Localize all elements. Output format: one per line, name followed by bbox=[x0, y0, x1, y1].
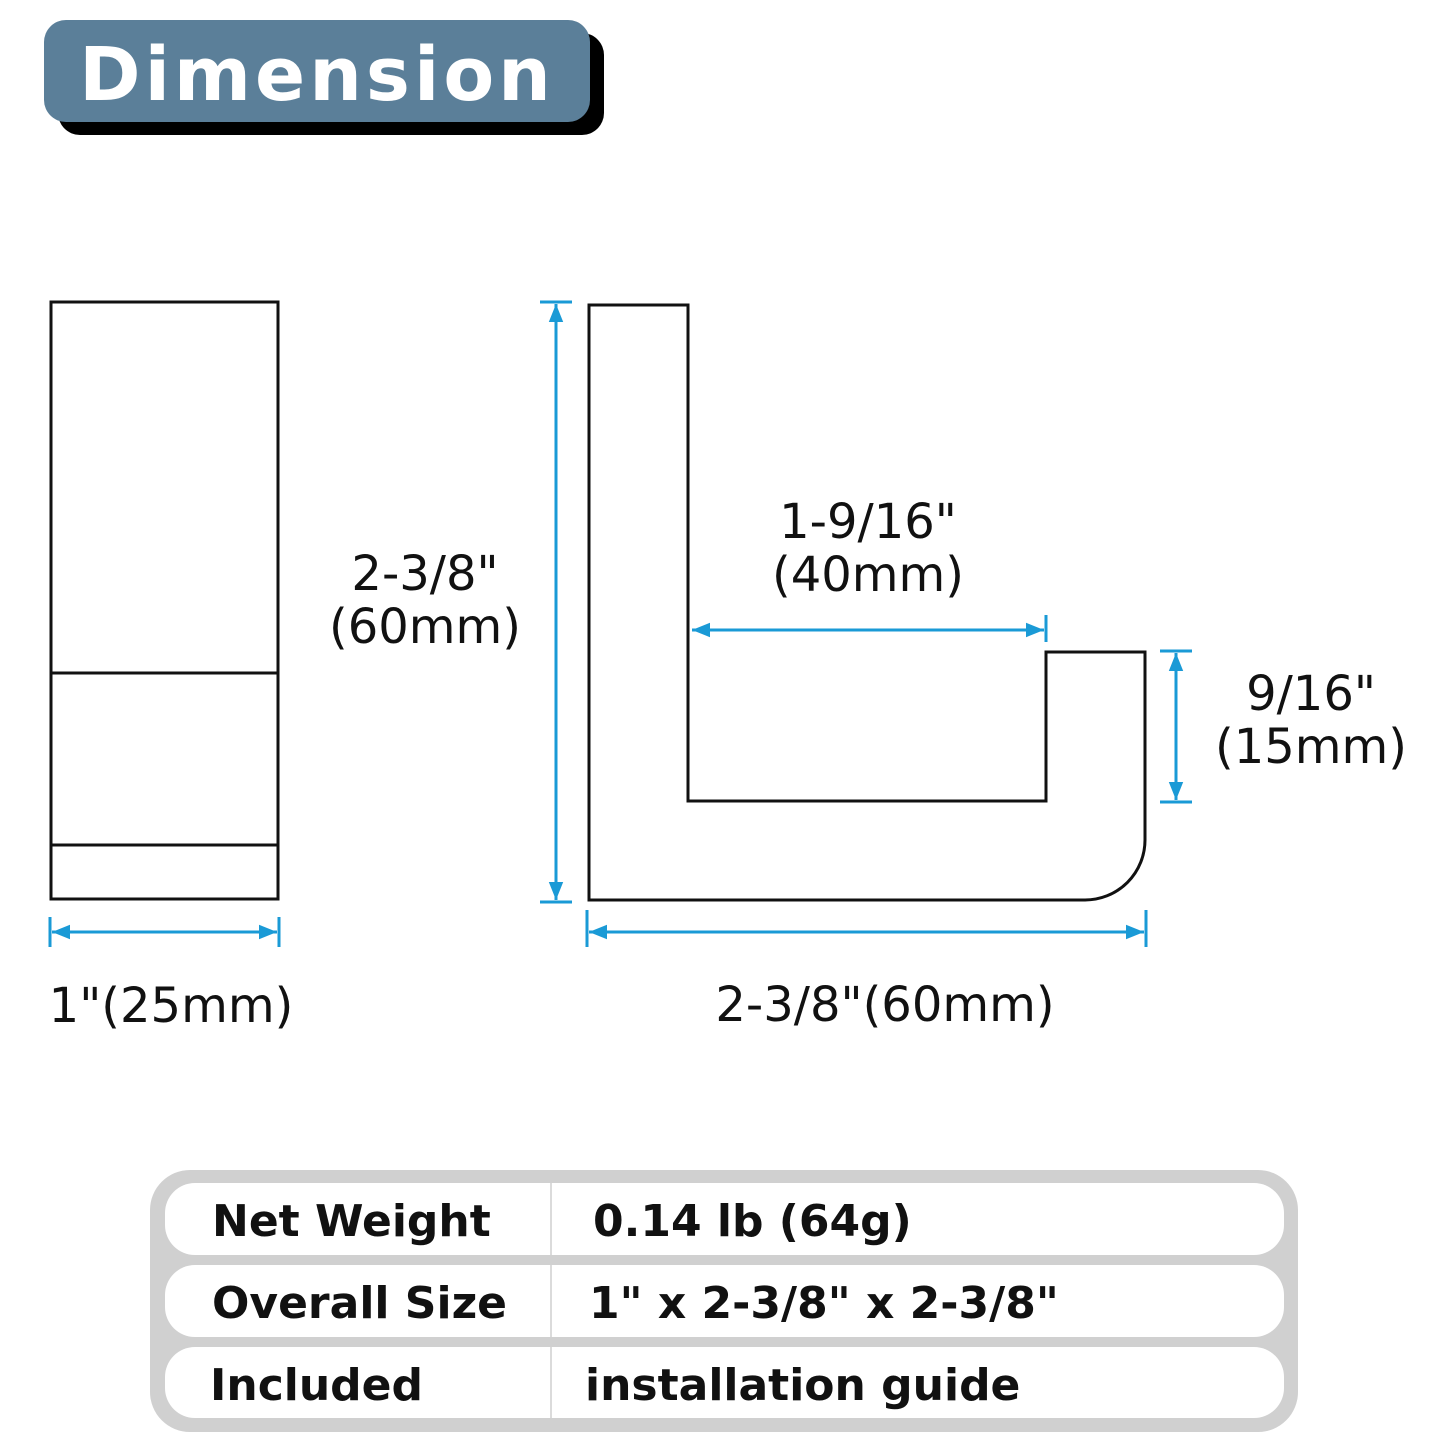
side-view bbox=[49, 300, 280, 901]
table-row bbox=[165, 1183, 1284, 1255]
hook-front-view bbox=[587, 303, 1147, 902]
inner-width-label-mm: (40mm) bbox=[772, 547, 964, 603]
dimension-lines bbox=[48, 300, 1192, 947]
page-title: Dimension bbox=[79, 32, 555, 118]
overall-width-label: 2-3/8"(60mm) bbox=[715, 977, 1054, 1033]
tip-height-label-mm: (15mm) bbox=[1215, 719, 1407, 775]
spec-table: Net Weight 0.14 lb (64g) Overall Size 1"… bbox=[150, 1170, 1298, 1432]
spec-label: Included bbox=[210, 1360, 423, 1411]
spec-label: Net Weight bbox=[212, 1196, 491, 1247]
height-label-mm: (60mm) bbox=[329, 599, 521, 655]
spec-value: 0.14 lb (64g) bbox=[593, 1196, 912, 1247]
table-row bbox=[165, 1347, 1284, 1418]
inner-width-label-inch: 1-9/16" bbox=[779, 494, 957, 550]
side-width-label: 1"(25mm) bbox=[49, 978, 294, 1034]
title-badge: Dimension bbox=[44, 20, 604, 135]
tip-height-label-inch: 9/16" bbox=[1246, 666, 1376, 722]
table-row bbox=[165, 1265, 1284, 1337]
badge-background bbox=[44, 20, 590, 122]
spec-value: 1" x 2-3/8" x 2-3/8" bbox=[589, 1278, 1059, 1329]
spec-label: Overall Size bbox=[212, 1278, 507, 1329]
spec-value: installation guide bbox=[585, 1360, 1020, 1411]
height-label-inch: 2-3/8" bbox=[351, 546, 498, 602]
